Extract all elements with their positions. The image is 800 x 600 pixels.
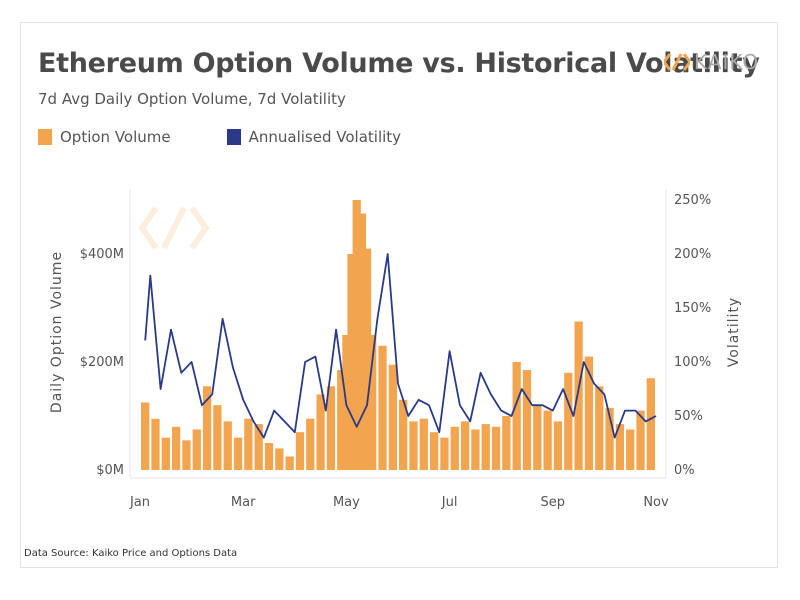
volume-bar [502,416,511,470]
legend-label-annualised-volatility: Annualised Volatility [248,128,402,146]
volume-bar [192,429,201,470]
volume-bar [574,321,583,470]
y-left-tick-label: $0M [96,463,124,478]
volatility-line [144,253,657,439]
volume-bar [471,429,480,470]
volume-bar [481,424,490,470]
volume-bar [171,426,181,470]
volume-bar [533,405,542,470]
volume-bar [368,335,377,470]
y-left-tick-label: $400M [80,247,124,262]
volume-bar [264,443,274,470]
y-right-tick-label: 100% [674,355,711,370]
volume-bar [161,437,170,470]
volume-bar [399,399,408,470]
volume-bar [491,426,501,470]
volume-bar [347,254,356,470]
volume-bar [646,378,655,470]
volume-bar [409,421,418,470]
legend: Option Volume Annualised Volatility [38,128,449,146]
volume-bar [636,410,645,470]
volume-bar [378,345,387,470]
volume-bar [595,386,604,470]
volume-bar [306,418,315,470]
volume-bar [285,456,294,470]
brand-logo: KAIKO [664,50,759,74]
y-axis-left-title: Daily Option Volume [49,251,65,413]
volume-bar [141,402,150,470]
volume-bar [244,418,253,470]
legend-item-annualised-volatility: Annualised Volatility [226,128,402,146]
x-tick-label: Jul [441,495,458,510]
volume-bar [584,356,594,470]
legend-item-option-volume: Option Volume [38,128,171,146]
x-tick-label: Nov [643,495,669,510]
legend-swatch-annualised-volatility [226,129,241,145]
volume-bar [337,370,346,470]
x-tick-label: Mar [231,495,256,510]
chart-card [20,22,778,568]
volume-bar [429,432,439,470]
y-axis-right-title: Volatility [726,297,742,367]
volume-bar [419,418,428,470]
volume-bar [213,405,222,470]
volume-bar [440,437,449,470]
volume-bar [450,426,459,470]
volume-bar [512,362,521,470]
x-tick-label: Jan [129,495,150,510]
volume-bar [233,437,243,470]
volume-bar [352,200,361,470]
volume-bar [223,421,232,470]
legend-label-option-volume: Option Volume [60,128,171,146]
y-right-tick-label: 200% [674,247,711,262]
chart-title: Ethereum Option Volume vs. Historical Vo… [38,48,760,79]
volume-bar [460,421,470,470]
y-right-tick-label: 250% [674,193,711,208]
volume-bar [326,386,336,470]
volume-bar [543,410,552,470]
y-right-tick-label: 50% [674,409,703,424]
volume-bar [357,213,367,470]
y-right-tick-label: 150% [674,301,711,316]
chart-subtitle: 7d Avg Daily Option Volume, 7d Volatilit… [38,90,346,108]
volume-bar [295,432,305,470]
y-right-tick-label: 0% [674,463,695,478]
x-tick-label: May [333,495,360,510]
volume-bar [202,386,212,470]
volume-bar [362,248,372,470]
watermark-logo-icon [138,206,210,250]
volume-bar [564,372,573,470]
volume-bar [605,407,614,470]
volume-bar [615,424,625,470]
x-tick-label: Sep [541,495,566,510]
volume-bar [553,421,563,470]
volume-bar [626,429,635,470]
y-left-tick-label: $200M [80,355,124,370]
volume-bar [316,394,325,470]
volume-bar [275,448,284,470]
legend-swatch-option-volume [38,129,52,145]
volume-bar [522,370,532,470]
volume-bar [388,364,397,470]
volume-bar [182,440,191,470]
volume-bar [151,418,160,470]
volume-bar [254,424,263,470]
brand-name: KAIKO [694,50,760,74]
kaiko-logo-icon [664,53,690,71]
data-source-note: Data Source: Kaiko Price and Options Dat… [24,548,238,559]
